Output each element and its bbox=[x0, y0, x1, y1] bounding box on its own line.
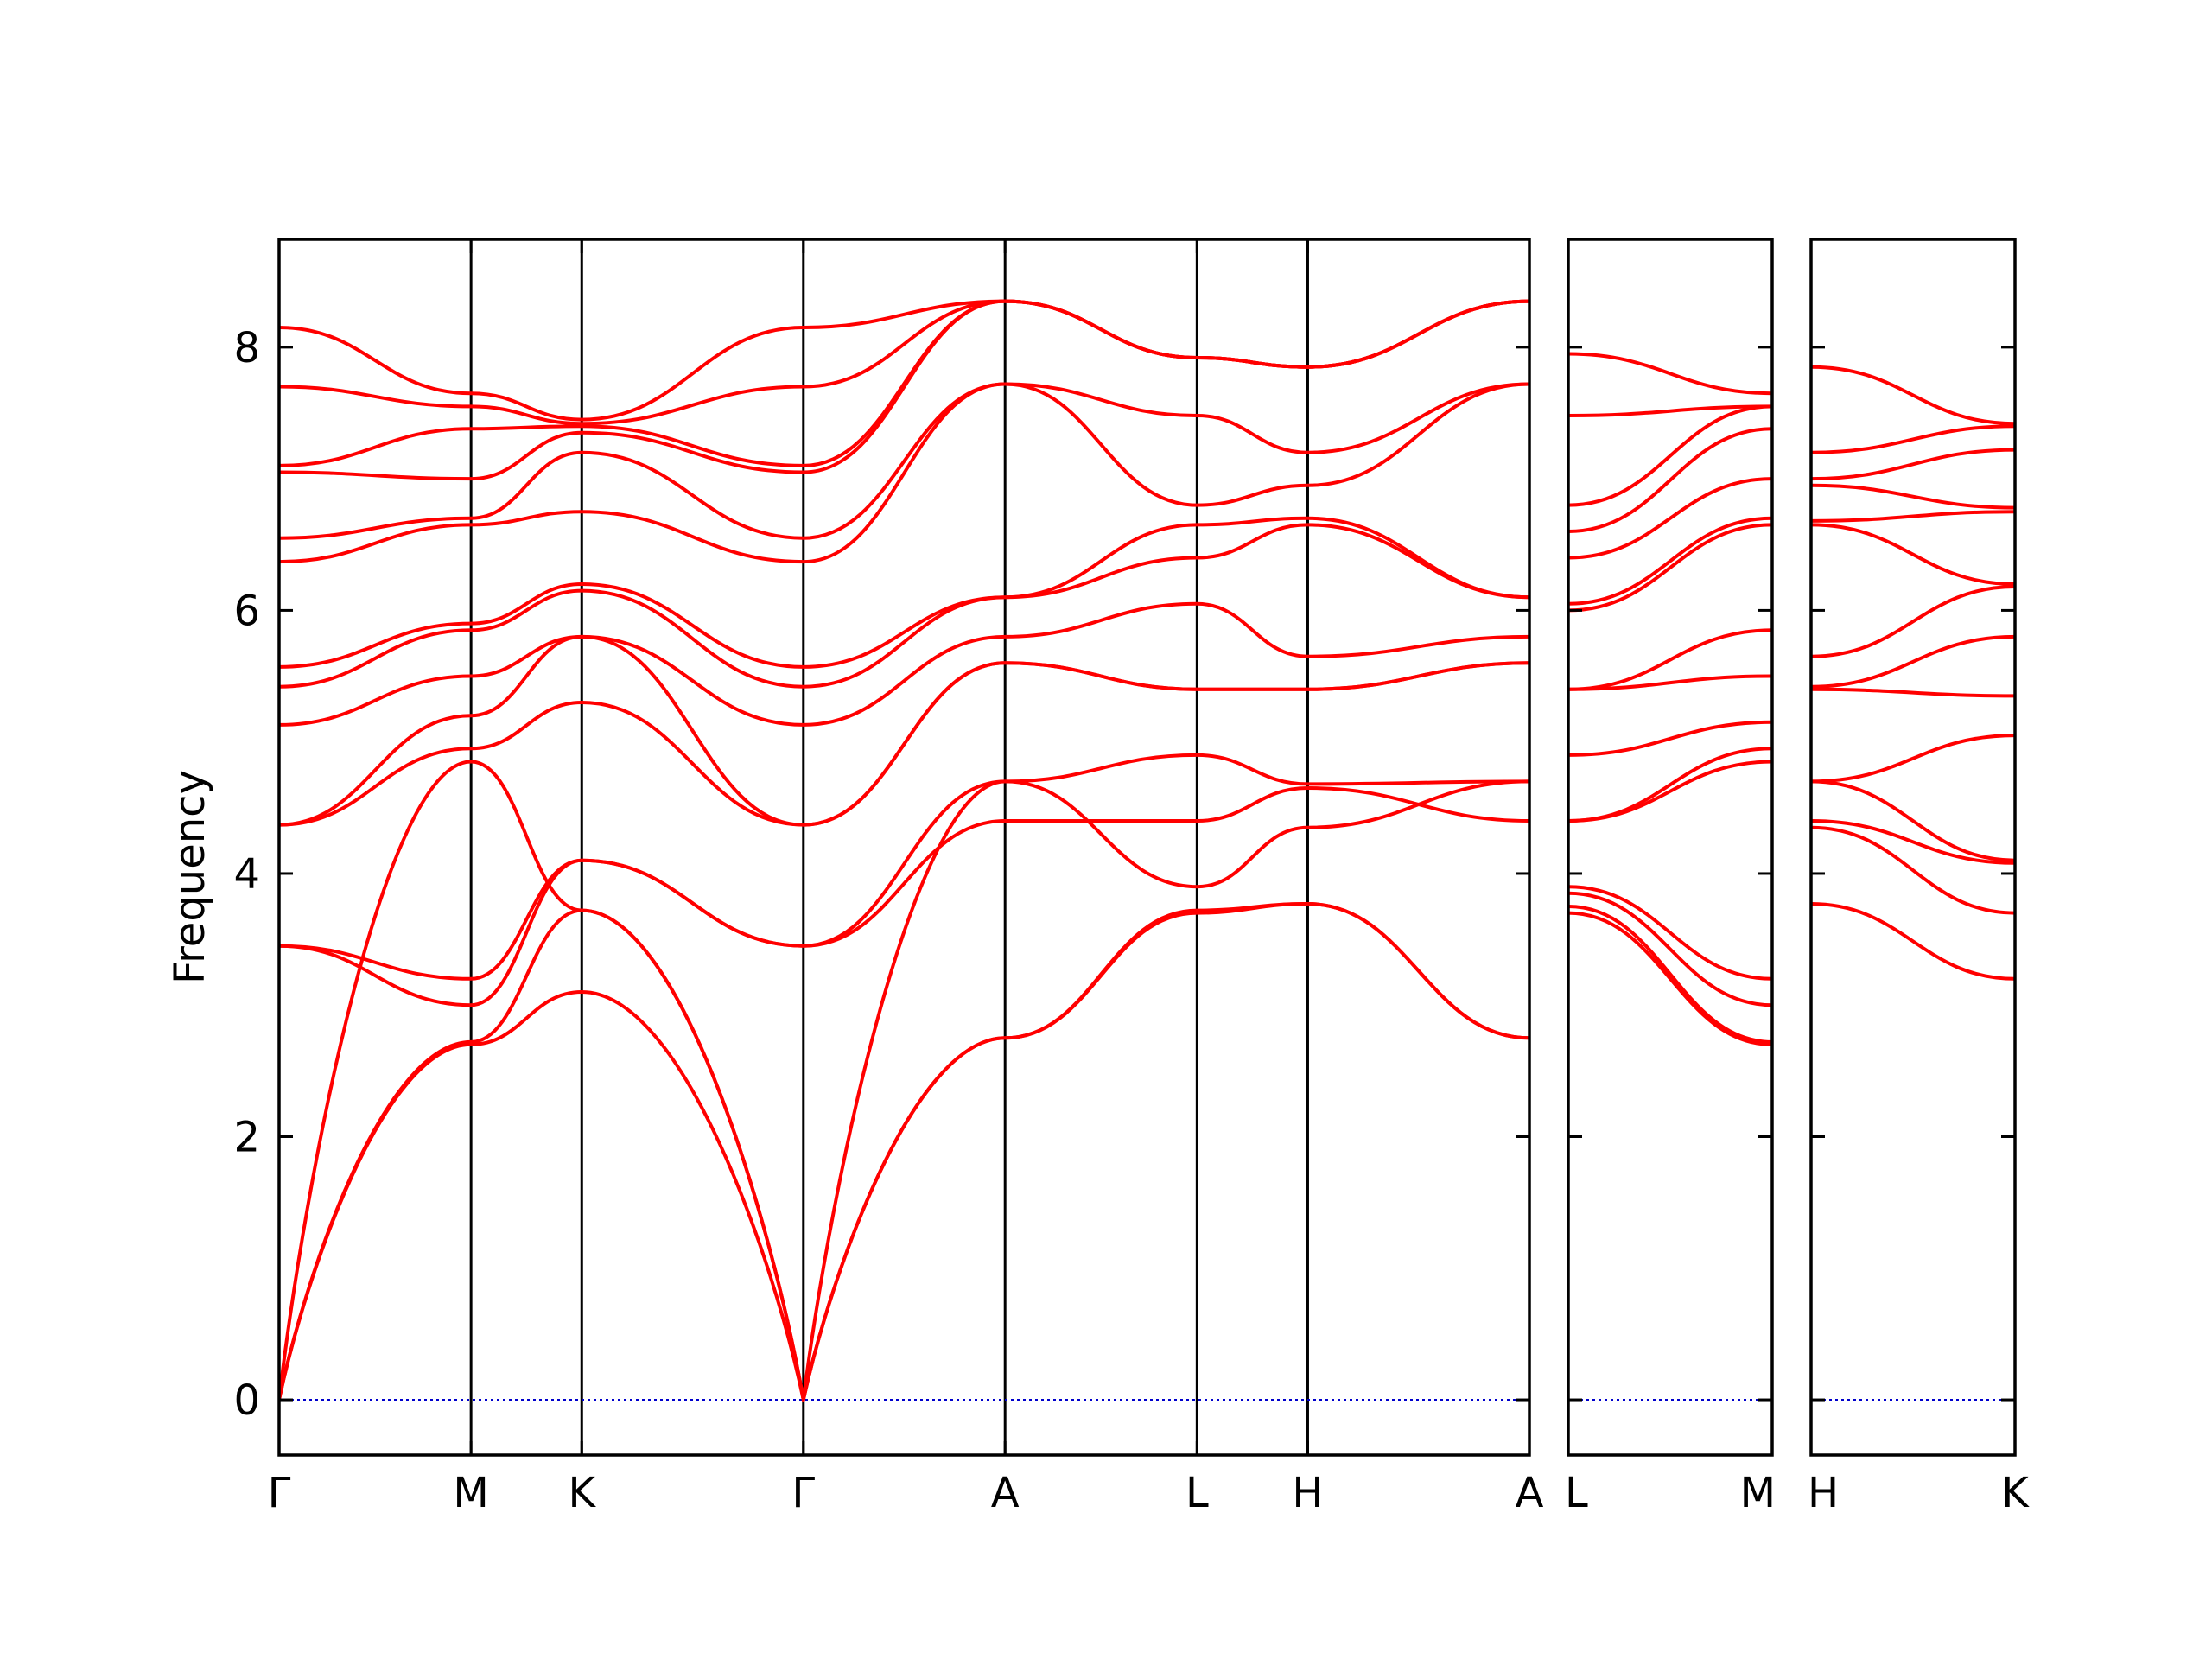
band-optic-1 bbox=[1568, 885, 1772, 981]
bands bbox=[1811, 365, 2015, 981]
x-tick-label: K bbox=[569, 1469, 597, 1517]
panel-1: 0 2 4 6 8 Γ M K Γ A L H A bbox=[233, 238, 1544, 1517]
panel-frame bbox=[277, 238, 1531, 1457]
band-optic-6 bbox=[1568, 628, 1772, 691]
x-tick-label: Γ bbox=[268, 1469, 291, 1517]
bands bbox=[279, 299, 1529, 1402]
band-optic-3 bbox=[1568, 747, 1772, 823]
band-optic-12 bbox=[1568, 404, 1772, 417]
band-optic-9 bbox=[1568, 477, 1772, 560]
band-optic-4 bbox=[1811, 634, 2015, 689]
band-optic-1 bbox=[1811, 779, 2015, 862]
band-optic-5 bbox=[279, 601, 1529, 727]
band-acoustic-3 bbox=[1811, 819, 2015, 865]
band-acoustic-2 bbox=[279, 902, 1529, 1402]
band-optic-1 bbox=[279, 753, 1529, 1007]
band-optic-6 bbox=[279, 523, 1529, 689]
band-optic-2 bbox=[1811, 734, 2015, 784]
band-optic-11 bbox=[1811, 365, 2015, 426]
band-optic-2 bbox=[279, 786, 1529, 981]
x-tick-label: H bbox=[1292, 1469, 1323, 1517]
band-acoustic-1 bbox=[1568, 911, 1772, 1046]
x-tick-label: L bbox=[1565, 1469, 1588, 1517]
y-tick-label: 4 bbox=[233, 850, 260, 899]
band-optic-2 bbox=[1568, 760, 1772, 823]
band-optic-5 bbox=[1811, 585, 2015, 658]
x-tick-label: M bbox=[1740, 1469, 1776, 1517]
band-optic-9 bbox=[1811, 448, 2015, 481]
band-optic-11 bbox=[1568, 404, 1772, 507]
band-optic-10 bbox=[1568, 427, 1772, 533]
y-tick-label: 2 bbox=[233, 1114, 260, 1162]
x-tick-label: H bbox=[1808, 1469, 1839, 1517]
panel-frame bbox=[1809, 238, 2017, 1457]
y-tick-label: 0 bbox=[233, 1376, 260, 1425]
band-optic-8 bbox=[1568, 516, 1772, 606]
band-optic-6 bbox=[1811, 523, 2015, 586]
y-axis-title: Frequency bbox=[166, 770, 214, 984]
x-tick-label: M bbox=[453, 1469, 488, 1517]
x-tick-label: L bbox=[1185, 1469, 1209, 1517]
band-optic-4 bbox=[1568, 720, 1772, 757]
band-optic-8 bbox=[1811, 483, 2015, 510]
band-optic-13 bbox=[279, 299, 1529, 422]
band-acoustic-2 bbox=[1811, 825, 2015, 915]
band-optic-8 bbox=[279, 382, 1529, 564]
band-optic-11 bbox=[279, 299, 1529, 467]
x-tick-label: A bbox=[1516, 1469, 1544, 1517]
band-optic-9 bbox=[279, 382, 1529, 540]
band-optic-10 bbox=[1811, 424, 2015, 454]
band-optic-13 bbox=[1568, 352, 1772, 396]
band-optic-5 bbox=[1568, 674, 1772, 691]
band-acoustic-3 bbox=[1568, 891, 1772, 1007]
y-tick-label: 6 bbox=[233, 587, 260, 635]
band-optic-7 bbox=[1568, 523, 1772, 613]
band-optic-3 bbox=[1811, 687, 2015, 698]
band-optic-4 bbox=[279, 634, 1529, 827]
x-tick-label: K bbox=[2001, 1469, 2030, 1517]
band-acoustic-1 bbox=[1811, 902, 2015, 981]
x-tick-label: A bbox=[991, 1469, 1020, 1517]
band-acoustic-3 bbox=[279, 760, 1529, 1402]
bands bbox=[1568, 352, 1772, 1046]
y-tick-label: 8 bbox=[233, 324, 260, 372]
band-acoustic-2 bbox=[1568, 905, 1772, 1044]
panel-frame bbox=[1567, 238, 1774, 1457]
band-optic-7 bbox=[279, 516, 1529, 669]
band-optic-7 bbox=[1811, 510, 2015, 523]
x-tick-label: Γ bbox=[791, 1469, 815, 1517]
band-optic-10 bbox=[279, 299, 1529, 481]
